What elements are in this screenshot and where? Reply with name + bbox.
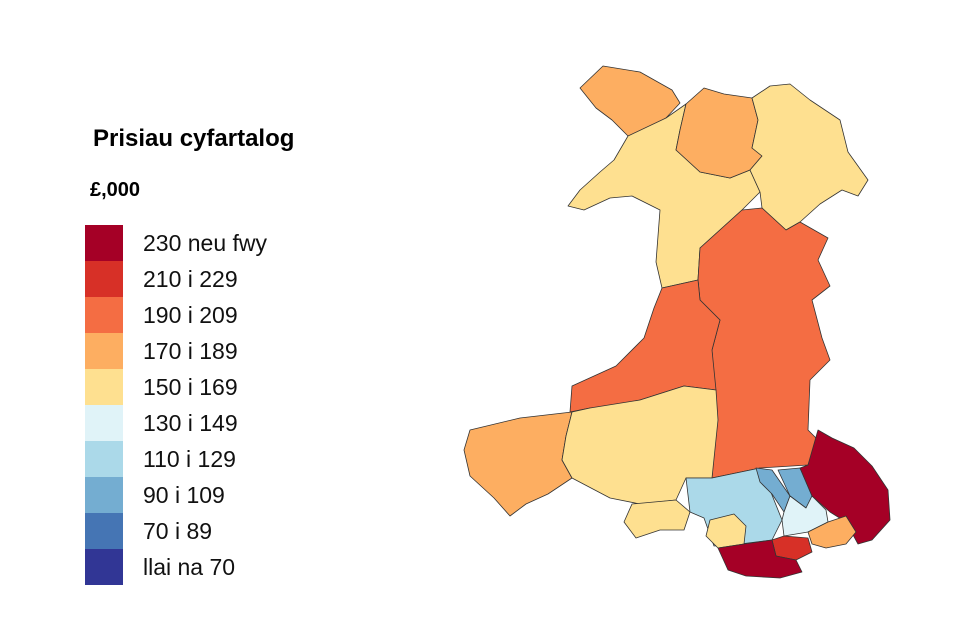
legend-label: 170 i 189 [143, 338, 238, 364]
legend-swatch [85, 369, 123, 405]
legend-swatch [85, 477, 123, 513]
legend-title: Prisiau cyfartalog [93, 125, 294, 152]
legend-label: 70 i 89 [143, 518, 212, 544]
legend-label: 90 i 109 [143, 482, 225, 508]
legend-swatch [85, 333, 123, 369]
legend-label: 130 i 149 [143, 410, 238, 436]
legend-label: 230 neu fwy [143, 230, 268, 256]
region [717, 539, 803, 579]
legend-unit: £,000 [90, 179, 140, 201]
region [697, 207, 831, 479]
legend-swatch [85, 225, 123, 261]
region [807, 515, 857, 549]
legend-swatch [85, 297, 123, 333]
legend-swatch [85, 549, 123, 585]
wales-map [463, 65, 891, 579]
legend-swatch [85, 441, 123, 477]
region [463, 411, 573, 517]
legend-label: llai na 70 [143, 554, 235, 580]
region [623, 499, 691, 539]
legend: 230 neu fwy 210 i 229 190 i 209 170 i 189 15… [85, 225, 268, 585]
legend-label: 210 i 229 [143, 266, 238, 292]
legend-swatch [85, 405, 123, 441]
legend-swatch [85, 513, 123, 549]
legend-label: 110 i 129 [143, 446, 236, 472]
legend-label: 150 i 169 [143, 374, 238, 400]
legend-label: 190 i 209 [143, 302, 238, 328]
legend-swatch [85, 261, 123, 297]
region [749, 83, 869, 231]
region [799, 429, 891, 545]
